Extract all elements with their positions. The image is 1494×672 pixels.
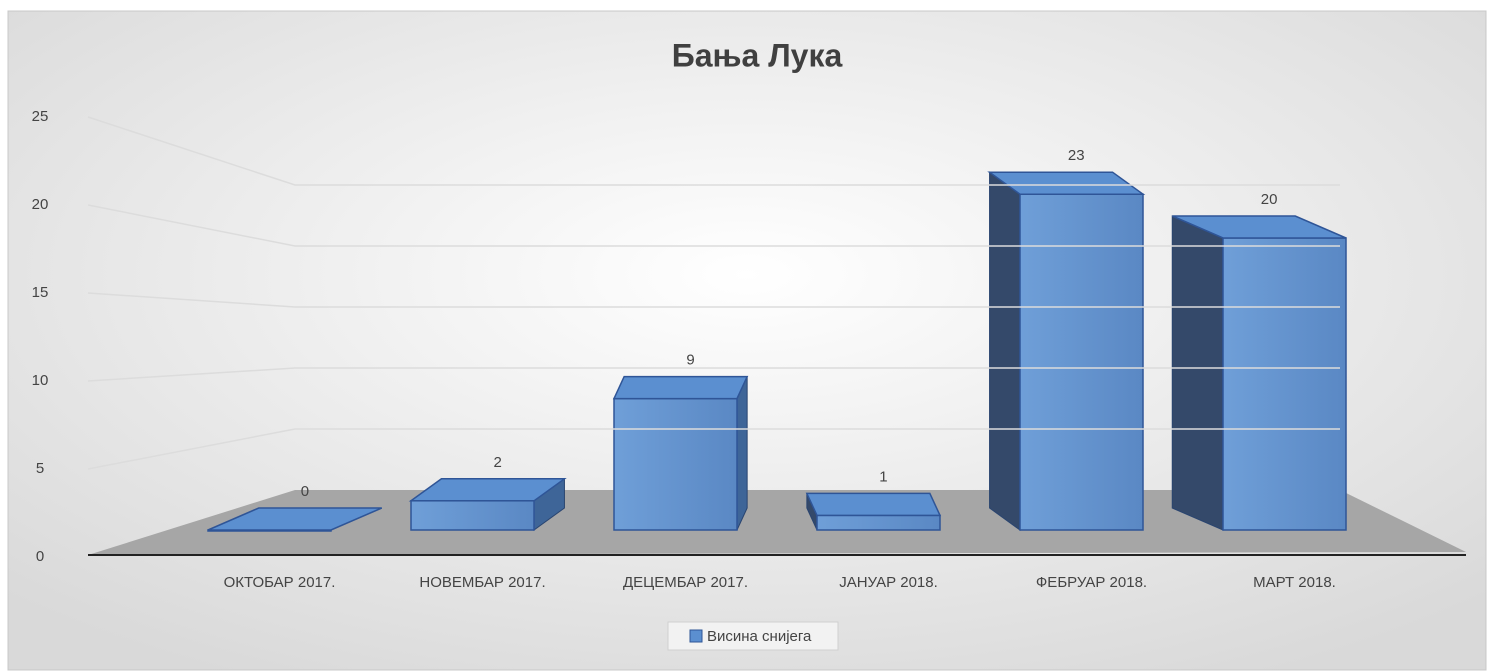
chart-title: Бања Лука xyxy=(672,37,843,73)
bar-top xyxy=(987,171,1146,195)
grid-line xyxy=(87,292,1340,308)
grid-line xyxy=(87,428,1340,470)
bar-top xyxy=(612,375,749,400)
bar xyxy=(816,514,941,531)
grid-line xyxy=(87,204,1340,247)
y-tick-label: 20 xyxy=(32,196,49,213)
bar xyxy=(1222,237,1347,531)
bar xyxy=(410,500,535,531)
x-tick-label: ФЕБРУАР 2018. xyxy=(1036,574,1147,591)
bar xyxy=(1019,193,1144,531)
y-tick-label: 15 xyxy=(32,284,49,301)
x-tick-label: МАРТ 2018. xyxy=(1253,574,1336,591)
bar-side xyxy=(736,376,748,531)
data-label: 2 xyxy=(494,454,502,471)
data-label: 20 xyxy=(1261,191,1278,208)
legend-label: Висина снијега xyxy=(707,628,812,645)
bar-top xyxy=(805,492,942,517)
grid-line xyxy=(87,367,1340,382)
grid-line xyxy=(87,116,1340,186)
bar xyxy=(613,397,738,531)
data-label: 23 xyxy=(1068,147,1085,164)
data-label: 0 xyxy=(301,483,309,500)
y-tick-label: 25 xyxy=(32,108,49,125)
top-strip xyxy=(0,0,1494,10)
data-label: 1 xyxy=(879,468,887,485)
bar-top xyxy=(1171,215,1347,239)
bar-top xyxy=(408,478,567,502)
y-tick-label: 5 xyxy=(36,460,44,477)
legend-swatch xyxy=(689,629,703,643)
x-tick-label: ЈАНУАР 2018. xyxy=(839,574,938,591)
y-tick-label: 10 xyxy=(32,372,49,389)
y-tick-label: 0 xyxy=(36,548,44,565)
bar-side xyxy=(1171,215,1224,531)
x-tick-label: НОВЕМБАР 2017. xyxy=(419,574,545,591)
bar-side xyxy=(989,171,1021,531)
data-label: 9 xyxy=(686,352,694,369)
x-tick-label: ОКТОБАР 2017. xyxy=(224,574,336,591)
x-tick-label: ДЕЦЕМБАР 2017. xyxy=(623,574,748,591)
bar-top xyxy=(207,507,383,531)
